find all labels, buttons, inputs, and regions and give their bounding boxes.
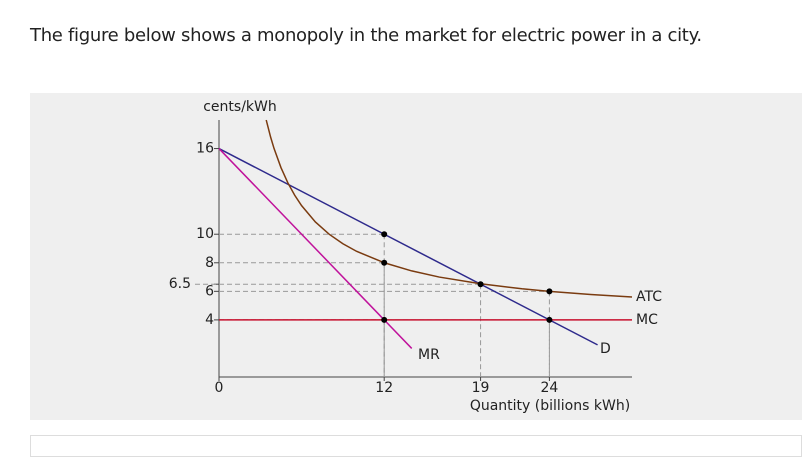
- x-tick-label: 24: [540, 380, 558, 396]
- point: [381, 231, 388, 238]
- figure-panel: [30, 93, 802, 420]
- series-label: MC: [636, 312, 658, 328]
- y-tick-label: 6: [205, 283, 214, 299]
- series-line: [265, 119, 633, 298]
- series-label: D: [600, 341, 611, 357]
- x-tick-label: 0: [215, 380, 224, 396]
- x-axis-label: Quantity (billions kWh): [470, 398, 630, 414]
- y-axis-label: cents/kWh: [203, 99, 277, 115]
- point: [546, 316, 553, 323]
- y-tick-label: 6.5: [169, 276, 191, 292]
- point: [546, 288, 553, 295]
- series-line: [218, 148, 413, 349]
- y-tick-label: 16: [196, 141, 214, 157]
- point: [381, 316, 388, 323]
- x-tick-label: 19: [472, 380, 490, 396]
- chart: cents/kWh Quantity (billions kWh) 4 6 6.5 8…: [169, 99, 662, 414]
- point: [381, 259, 388, 266]
- y-tick-label: 4: [205, 312, 214, 328]
- series-line: [218, 147, 598, 346]
- point: [477, 281, 484, 288]
- y-tick-label: 10: [196, 226, 214, 242]
- y-tick-label: 8: [205, 255, 214, 271]
- intro-text: The figure below shows a monopoly in the…: [30, 25, 702, 46]
- x-tick-label: 12: [375, 380, 393, 396]
- page: The figure below shows a monopoly in the…: [30, 25, 802, 457]
- series-label: ATC: [636, 289, 662, 305]
- series-label: MR: [418, 347, 440, 363]
